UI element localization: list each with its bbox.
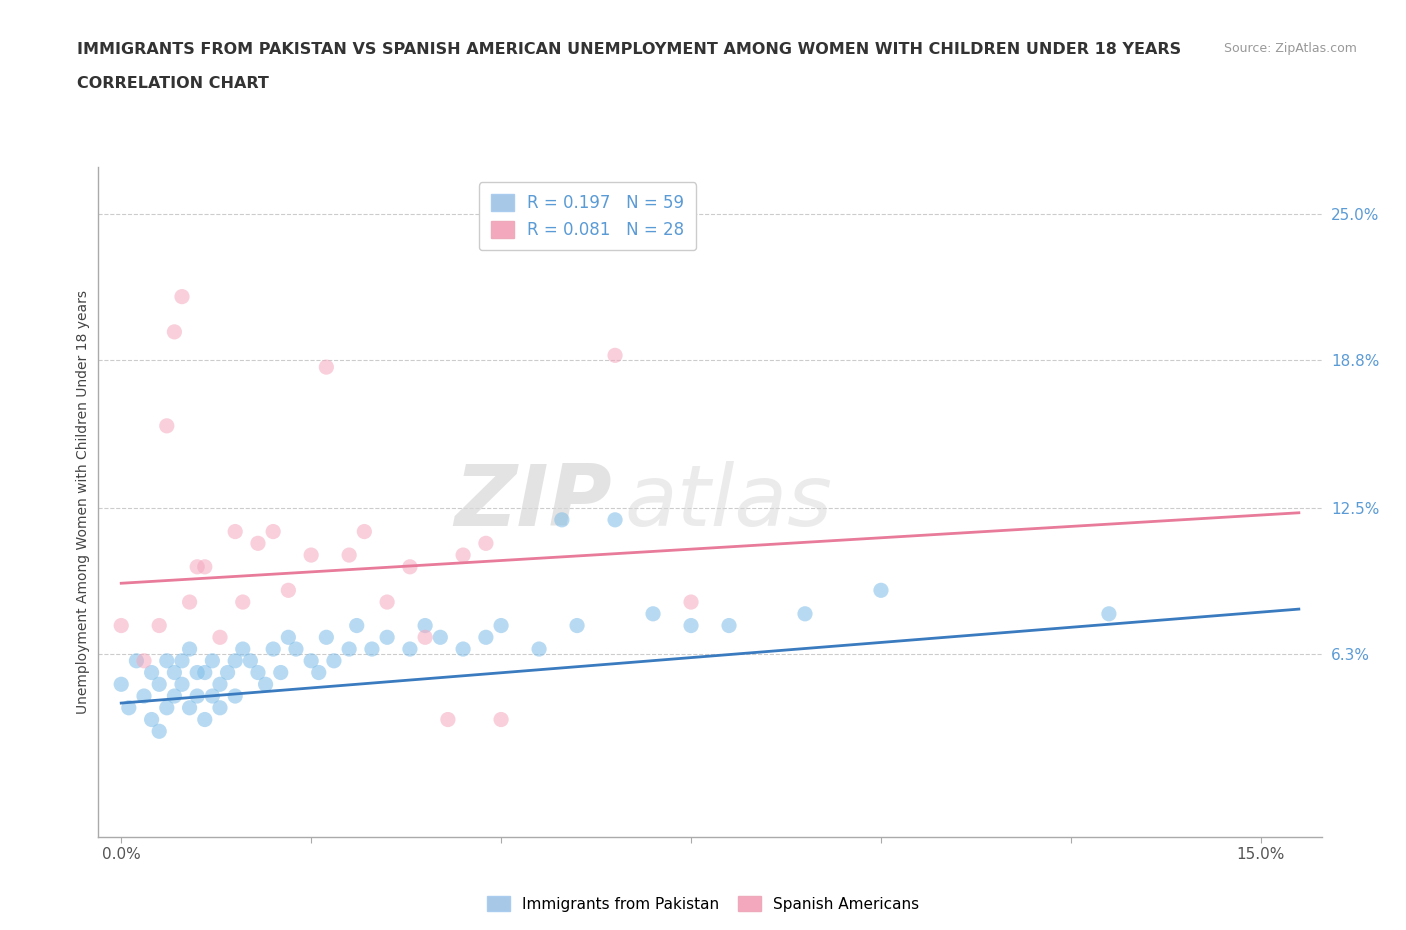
Point: [475, 536, 498, 551]
Point: [163, 688, 186, 703]
Point: [156, 418, 179, 433]
Point: [208, 677, 231, 692]
Point: [186, 559, 208, 574]
Point: [170, 654, 193, 669]
Point: [1098, 606, 1121, 621]
Text: atlas: atlas: [624, 460, 832, 544]
Point: [337, 642, 360, 657]
Legend: R = 0.197   N = 59, R = 0.081   N = 28: R = 0.197 N = 59, R = 0.081 N = 28: [479, 182, 696, 250]
Point: [194, 712, 217, 727]
Point: [170, 677, 193, 692]
Point: [186, 665, 208, 680]
Point: [125, 654, 148, 669]
Point: [262, 525, 284, 539]
Point: [551, 512, 574, 527]
Point: [475, 630, 498, 644]
Point: [299, 548, 322, 563]
Point: [118, 700, 141, 715]
Point: [110, 618, 132, 633]
Point: [148, 618, 170, 633]
Point: [224, 688, 246, 703]
Point: [179, 642, 201, 657]
Point: [224, 654, 246, 669]
Point: [315, 630, 337, 644]
Point: [399, 642, 422, 657]
Point: [361, 642, 384, 657]
Text: CORRELATION CHART: CORRELATION CHART: [77, 76, 269, 91]
Point: [141, 665, 163, 680]
Point: [603, 348, 626, 363]
Point: [246, 665, 269, 680]
Point: [794, 606, 817, 621]
Point: [413, 630, 436, 644]
Point: [451, 548, 474, 563]
Point: [262, 642, 284, 657]
Point: [208, 700, 231, 715]
Point: [315, 360, 337, 375]
Point: [489, 712, 512, 727]
Point: [429, 630, 451, 644]
Point: [451, 642, 474, 657]
Point: [194, 559, 217, 574]
Point: [565, 618, 588, 633]
Point: [208, 630, 231, 644]
Point: [284, 642, 307, 657]
Point: [277, 630, 299, 644]
Point: [337, 548, 360, 563]
Point: [353, 525, 375, 539]
Point: [156, 654, 179, 669]
Point: [132, 654, 155, 669]
Point: [489, 618, 512, 633]
Point: [375, 630, 398, 644]
Point: [170, 289, 193, 304]
Point: [299, 654, 322, 669]
Y-axis label: Unemployment Among Women with Children Under 18 years: Unemployment Among Women with Children U…: [76, 290, 90, 714]
Point: [217, 665, 239, 680]
Point: [679, 618, 702, 633]
Point: [224, 525, 246, 539]
Text: ZIP: ZIP: [454, 460, 612, 544]
Point: [308, 665, 330, 680]
Point: [323, 654, 346, 669]
Point: [437, 712, 460, 727]
Point: [527, 642, 550, 657]
Point: [163, 665, 186, 680]
Point: [179, 700, 201, 715]
Point: [375, 594, 398, 609]
Point: [277, 583, 299, 598]
Point: [194, 665, 217, 680]
Point: [679, 594, 702, 609]
Point: [148, 677, 170, 692]
Point: [201, 688, 224, 703]
Point: [870, 583, 893, 598]
Point: [246, 536, 269, 551]
Point: [110, 677, 132, 692]
Point: [141, 712, 163, 727]
Point: [718, 618, 741, 633]
Point: [232, 642, 254, 657]
Legend: Immigrants from Pakistan, Spanish Americans: Immigrants from Pakistan, Spanish Americ…: [481, 889, 925, 918]
Point: [346, 618, 368, 633]
Point: [232, 594, 254, 609]
Point: [148, 724, 170, 738]
Point: [179, 594, 201, 609]
Point: [603, 512, 626, 527]
Point: [201, 654, 224, 669]
Point: [641, 606, 664, 621]
Point: [132, 688, 155, 703]
Point: [270, 665, 292, 680]
Point: [156, 700, 179, 715]
Point: [239, 654, 262, 669]
Text: Source: ZipAtlas.com: Source: ZipAtlas.com: [1223, 42, 1357, 55]
Point: [186, 688, 208, 703]
Point: [413, 618, 436, 633]
Point: [163, 325, 186, 339]
Point: [254, 677, 277, 692]
Point: [399, 559, 422, 574]
Text: IMMIGRANTS FROM PAKISTAN VS SPANISH AMERICAN UNEMPLOYMENT AMONG WOMEN WITH CHILD: IMMIGRANTS FROM PAKISTAN VS SPANISH AMER…: [77, 42, 1181, 57]
